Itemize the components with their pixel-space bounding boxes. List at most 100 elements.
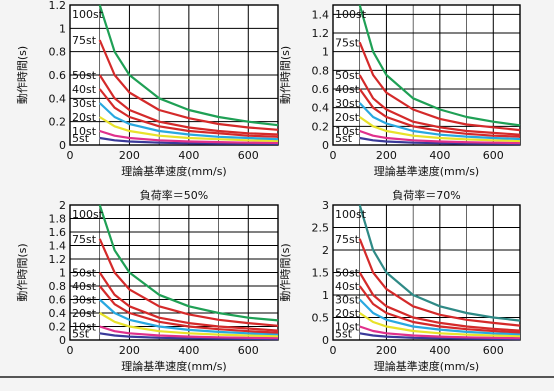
- series-line-5st: [99, 136, 279, 145]
- x-tick-label: 400: [429, 149, 450, 162]
- legend-label-20st: 20st: [335, 307, 360, 320]
- plot-frame: [69, 204, 279, 341]
- plot-frame: [332, 4, 521, 146]
- series-line-5st: [359, 332, 521, 341]
- series-line-40st: [358, 285, 521, 334]
- y-tick-label: 0: [322, 139, 329, 152]
- y-tick-label: 0: [59, 139, 66, 152]
- legend-label-30st: 30st: [72, 97, 97, 110]
- legend-label-10st: 10st: [72, 125, 97, 138]
- y-tick-label: 1.4: [312, 8, 330, 21]
- legend-label-10st: 10st: [72, 321, 97, 334]
- legend-label-50st: 50st: [335, 267, 360, 280]
- x-tick-label: 0: [330, 344, 337, 357]
- y-tick-label: 0.5: [312, 312, 330, 325]
- y-tick-label: 0.2: [312, 120, 330, 133]
- y-tick-label: 2: [59, 199, 66, 212]
- series-line-20st: [99, 116, 279, 142]
- x-tick-label: 0: [67, 149, 74, 162]
- y-tick-label: 1: [322, 289, 329, 302]
- chart-title: 負荷率＝70%: [392, 188, 460, 202]
- series-line-75st: [98, 39, 279, 131]
- y-tick-label: 0.6: [49, 294, 67, 307]
- y-axis-label: 動作時間(s): [278, 243, 292, 301]
- legend-label-40st: 40st: [335, 83, 360, 96]
- x-tick-label: 200: [376, 344, 397, 357]
- x-tick-label: 600: [238, 149, 259, 162]
- legend-label-30st: 30st: [335, 294, 360, 307]
- y-tick-label: 2: [322, 244, 329, 257]
- x-tick-label: 400: [429, 344, 450, 357]
- series-line-100st: [98, 4, 279, 127]
- y-tick-label: 0.8: [49, 46, 67, 59]
- legend-label-75st: 75st: [335, 36, 360, 49]
- x-tick-label: 0: [67, 344, 74, 357]
- legend-label-10st: 10st: [335, 321, 360, 334]
- series-line-50st: [98, 74, 279, 136]
- legend-label-30st: 30st: [72, 294, 97, 307]
- y-tick-label: 1: [59, 22, 66, 35]
- y-tick-label: 0.8: [49, 280, 67, 293]
- series-line-40st: [98, 285, 279, 334]
- series-line-50st: [98, 271, 279, 332]
- plot-frame: [332, 204, 521, 341]
- series-line-30st: [358, 298, 521, 336]
- series-line-30st: [358, 102, 521, 141]
- legend-label-20st: 20st: [72, 307, 97, 320]
- y-tick-label: 0.6: [49, 69, 67, 82]
- legend-label-75st: 75st: [72, 233, 97, 246]
- series-line-75st: [358, 238, 521, 327]
- series-line-20st: [359, 312, 521, 338]
- x-axis-label: 理論基準速度(mm/s): [374, 164, 479, 178]
- x-tick-label: 200: [376, 149, 397, 162]
- y-tick-label: 0: [59, 334, 66, 347]
- legend-label-30st: 30st: [335, 97, 360, 110]
- x-axis-label: 理論基準速度(mm/s): [374, 359, 479, 373]
- y-axis-label: 動作時間(s): [15, 243, 29, 301]
- bottom-divider: [0, 376, 554, 378]
- y-tick-label: 0.4: [49, 92, 67, 105]
- y-tick-label: 0.8: [312, 64, 330, 77]
- legend-label-75st: 75st: [335, 233, 360, 246]
- series-line-50st: [358, 271, 521, 332]
- legend-label-40st: 40st: [72, 83, 97, 96]
- series-line-20st: [359, 116, 521, 143]
- series-line-40st: [98, 88, 279, 138]
- x-tick-label: 400: [178, 344, 199, 357]
- y-tick-label: 1: [59, 267, 66, 280]
- series-line-40st: [358, 88, 521, 138]
- y-tick-label: 3: [322, 199, 329, 212]
- legend-label-50st: 50st: [72, 69, 97, 82]
- legend-label-40st: 40st: [335, 280, 360, 293]
- series-line-100st: [358, 204, 521, 322]
- x-axis-label: 理論基準速度(mm/s): [121, 164, 226, 178]
- series-line-50st: [358, 74, 521, 136]
- y-tick-label: 2.5: [312, 222, 330, 235]
- series-line-100st: [358, 4, 521, 127]
- series-line-5st: [99, 332, 279, 341]
- series-line-5st: [359, 136, 521, 146]
- legend-label-10st: 10st: [335, 125, 360, 138]
- y-tick-label: 0.4: [312, 102, 330, 115]
- legend-label-5st: 5st: [335, 327, 353, 340]
- x-tick-label: 600: [483, 149, 504, 162]
- y-tick-label: 1.8: [49, 213, 67, 226]
- x-axis-label: 理論基準速度(mm/s): [121, 359, 226, 373]
- x-tick-label: 600: [483, 344, 504, 357]
- legend-label-5st: 5st: [72, 327, 90, 340]
- legend-label-5st: 5st: [72, 132, 90, 145]
- chart-panel-3: 100st75st50st40st30st20st10st5st00.20.40…: [15, 188, 279, 373]
- series-line-10st: [99, 325, 279, 340]
- legend-label-75st: 75st: [72, 34, 97, 47]
- legend-label-50st: 50st: [72, 267, 97, 280]
- legend-label-5st: 5st: [335, 132, 353, 145]
- y-tick-label: 0: [322, 334, 329, 347]
- y-tick-label: 0.2: [49, 321, 67, 334]
- plot-frame: [69, 4, 279, 146]
- legend-label-20st: 20st: [335, 111, 360, 124]
- series-line-10st: [99, 129, 279, 144]
